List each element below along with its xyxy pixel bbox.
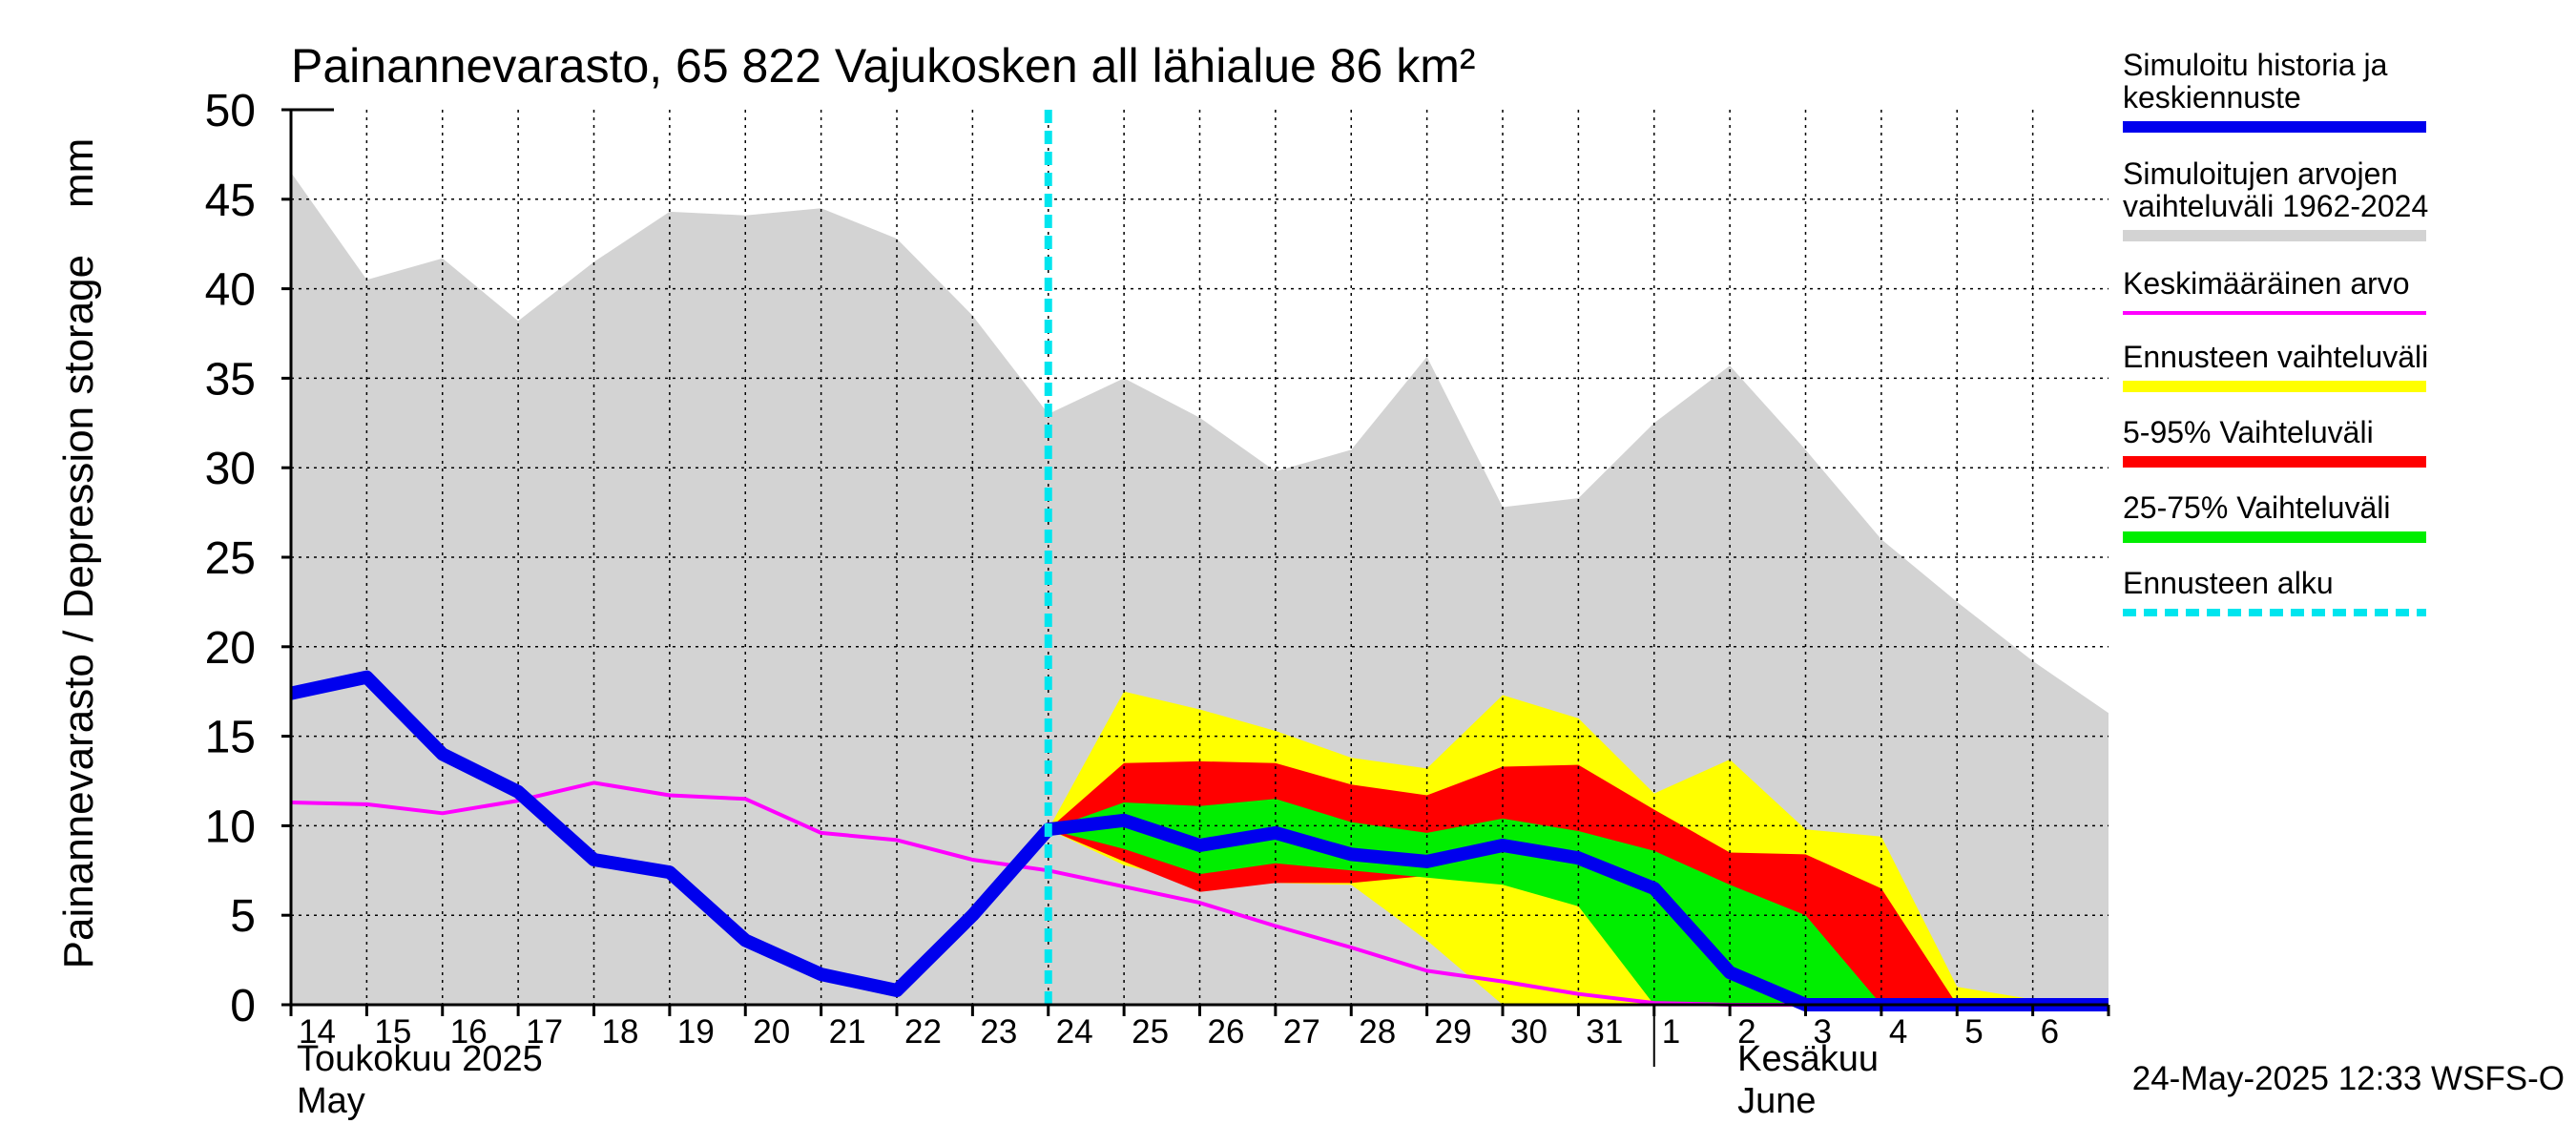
x-tick-label: 19 xyxy=(677,1013,715,1051)
chart-title: Painannevarasto, 65 822 Vajukosken all l… xyxy=(291,39,1476,93)
x-tick-label: 21 xyxy=(829,1013,866,1051)
legend-label: Simuloitu historia ja keskiennuste xyxy=(2123,48,2388,114)
x-tick-label: 2 xyxy=(1737,1013,1755,1051)
x-tick-label: 4 xyxy=(1889,1013,1907,1051)
band-layer xyxy=(291,172,2109,1005)
x-tick-label: 28 xyxy=(1359,1013,1396,1051)
x-tick-label: 23 xyxy=(980,1013,1017,1051)
x-tick-label: 22 xyxy=(904,1013,942,1051)
x-tick-label: 30 xyxy=(1510,1013,1548,1051)
y-tick-label: 20 xyxy=(205,623,256,674)
x-tick-label: 27 xyxy=(1283,1013,1320,1051)
x-tick-label: 14 xyxy=(299,1013,336,1051)
x-tick-label: 3 xyxy=(1814,1013,1832,1051)
y-tick-label: 15 xyxy=(205,713,256,763)
legend-label: Ennusteen vaihteluväli xyxy=(2123,340,2428,374)
legend-label: 25-75% Vaihteluväli xyxy=(2123,490,2390,525)
legend: Simuloitu historia ja keskiennuste Simuloi… xyxy=(2123,48,2428,616)
y-tick-label: 10 xyxy=(205,802,256,852)
grid-layer xyxy=(291,110,2109,1005)
x-tick-label: 31 xyxy=(1586,1013,1623,1051)
y-tick-label: 50 xyxy=(205,86,256,136)
y-tick-label: 30 xyxy=(205,444,256,494)
legend-label: Ennusteen alku xyxy=(2123,566,2334,600)
x-tick-label: 15 xyxy=(374,1013,411,1051)
month-label-en: June xyxy=(1737,1081,1816,1121)
month-label-fi: Kesäkuu xyxy=(1737,1039,1879,1079)
x-tick-label: 26 xyxy=(1208,1013,1245,1051)
footer-timestamp: 24-May-2025 12:33 WSFS-O xyxy=(2132,1060,2565,1097)
x-tick-label: 18 xyxy=(602,1013,639,1051)
x-tick-label: 6 xyxy=(2041,1013,2059,1051)
y-tick-label: 40 xyxy=(205,265,256,316)
x-tick-label: 5 xyxy=(1964,1013,1983,1051)
x-tick-label: 17 xyxy=(526,1013,563,1051)
y-tick-label: 5 xyxy=(230,891,256,942)
x-tick-label: 29 xyxy=(1435,1013,1472,1051)
x-tick-label: 20 xyxy=(753,1013,790,1051)
x-tick-label: 1 xyxy=(1662,1013,1680,1051)
legend-label: Simuloitujen arvojen vaihteluväli 1962-20… xyxy=(2123,156,2428,223)
y-tick-label: 0 xyxy=(230,981,256,1031)
y-tick-label: 45 xyxy=(205,176,256,226)
y-tick-label: 25 xyxy=(205,533,256,584)
x-tick-label: 24 xyxy=(1056,1013,1093,1051)
x-tick-label: 25 xyxy=(1132,1013,1169,1051)
legend-label: Keskimääräinen arvo xyxy=(2123,266,2410,301)
month-label-en: May xyxy=(297,1081,365,1121)
y-tick-label: 35 xyxy=(205,354,256,405)
y-axis-label: Painannevarasto / Depression storage mm xyxy=(55,138,102,969)
x-tick-label: 16 xyxy=(450,1013,488,1051)
legend-label: 5-95% Vaihteluväli xyxy=(2123,415,2374,449)
month-label-fi: Toukokuu 2025 xyxy=(297,1039,543,1079)
